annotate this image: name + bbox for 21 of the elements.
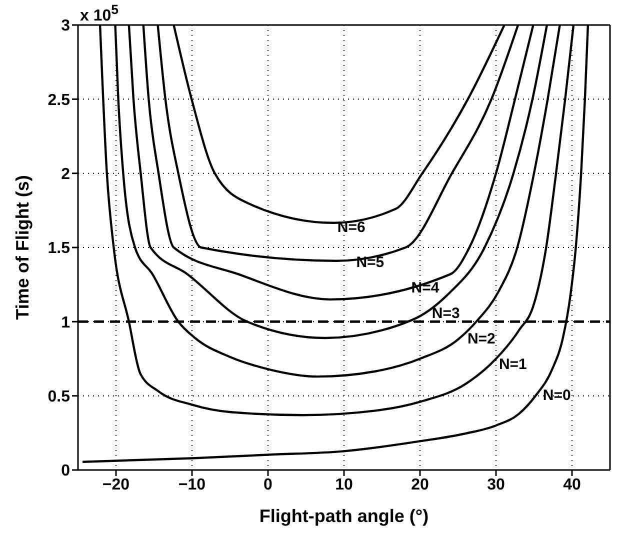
x-tick-label: −20 xyxy=(102,476,130,494)
x-tick-label: 20 xyxy=(411,476,429,494)
x-axis-title: Flight-path angle (°) xyxy=(259,506,429,526)
y-tick-label: 2.5 xyxy=(48,92,70,109)
text: x 10$^{5}$ xyxy=(80,2,119,26)
y-tick-label: 0.5 xyxy=(48,388,70,406)
y-tick-label: 2 xyxy=(61,166,70,184)
y-tick-label: 1.5 xyxy=(48,240,70,258)
y-axis-title: Time of Flight (s) xyxy=(12,175,32,320)
x-tick-label: 0 xyxy=(264,476,273,494)
x-tick-label: 30 xyxy=(487,476,505,494)
x-tick-label: 10 xyxy=(335,476,353,494)
x-tick-label: −10 xyxy=(178,476,206,494)
y-tick-label: 0 xyxy=(61,462,70,480)
series-label: N=1 xyxy=(498,356,527,373)
series-label: N=2 xyxy=(467,330,496,348)
y-tick-label: 1 xyxy=(61,314,70,332)
series-label: N=3 xyxy=(432,305,460,322)
x-tick-label: 40 xyxy=(563,476,581,494)
y-tick-label: 3 xyxy=(61,18,70,35)
series-label: N=0 xyxy=(542,386,571,404)
